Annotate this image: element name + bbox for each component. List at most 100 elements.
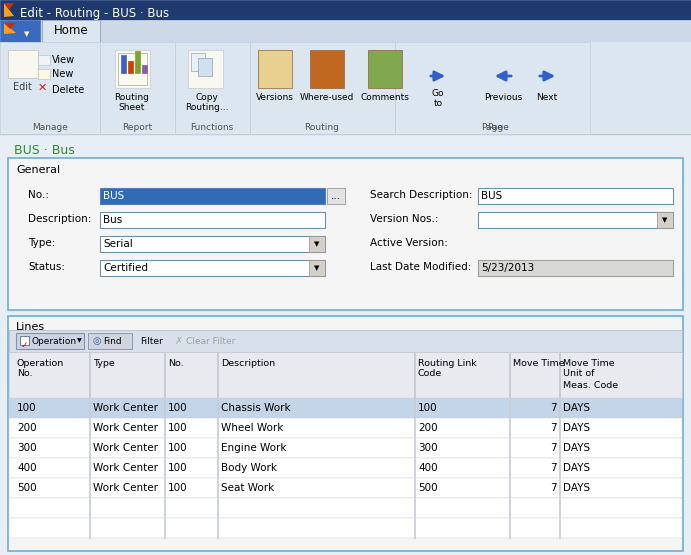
Text: Chassis Work: Chassis Work xyxy=(221,403,291,413)
Text: ...: ... xyxy=(331,191,341,201)
Bar xyxy=(8,158,683,310)
Text: No.:: No.: xyxy=(28,190,49,200)
Text: Version Nos.:: Version Nos.: xyxy=(370,214,439,224)
Bar xyxy=(9,418,682,438)
Bar xyxy=(217,518,218,538)
Bar xyxy=(89,352,90,398)
Bar xyxy=(38,55,50,65)
Text: Edit - Routing - BUS · Bus: Edit - Routing - BUS · Bus xyxy=(20,7,169,19)
Bar xyxy=(0,20,691,42)
Text: No.: No. xyxy=(168,359,184,367)
Bar xyxy=(414,398,415,418)
Bar xyxy=(414,478,415,498)
Text: Search Description:: Search Description: xyxy=(370,190,473,200)
Bar xyxy=(509,498,510,518)
Bar xyxy=(9,478,682,498)
Bar xyxy=(657,212,673,228)
Bar xyxy=(559,352,560,398)
Text: BUS · Bus: BUS · Bus xyxy=(14,144,75,157)
Bar xyxy=(559,418,560,438)
Text: Certified: Certified xyxy=(103,263,148,273)
Text: DAYS: DAYS xyxy=(563,483,590,493)
Text: 100: 100 xyxy=(168,403,188,413)
Text: Engine Work: Engine Work xyxy=(221,443,287,453)
Text: Last Date Modified:: Last Date Modified: xyxy=(370,262,471,272)
Text: Unit of: Unit of xyxy=(563,370,594,379)
Text: Find: Find xyxy=(103,336,122,346)
Text: 300: 300 xyxy=(17,443,37,453)
Text: DAYS: DAYS xyxy=(563,463,590,473)
Bar xyxy=(414,518,415,538)
Text: Home: Home xyxy=(54,24,88,38)
Text: Wheel Work: Wheel Work xyxy=(221,423,283,433)
Bar xyxy=(188,50,223,88)
Text: Manage: Manage xyxy=(32,124,68,133)
Bar xyxy=(164,478,165,498)
Bar xyxy=(89,398,90,418)
Text: Report: Report xyxy=(122,124,152,133)
Text: 200: 200 xyxy=(418,423,437,433)
Bar xyxy=(100,50,101,125)
Text: 100: 100 xyxy=(168,483,188,493)
Bar xyxy=(310,50,344,88)
Bar xyxy=(175,50,176,125)
Bar xyxy=(478,260,673,276)
Text: ▼: ▼ xyxy=(77,339,82,344)
Text: Status:: Status: xyxy=(28,262,65,272)
Text: DAYS: DAYS xyxy=(563,403,590,413)
Text: Work Center: Work Center xyxy=(93,423,158,433)
Text: No.: No. xyxy=(17,370,32,379)
Bar xyxy=(164,418,165,438)
Text: Sheet: Sheet xyxy=(119,103,145,112)
Bar xyxy=(509,438,510,458)
Text: 5/23/2013: 5/23/2013 xyxy=(481,263,534,273)
Bar xyxy=(9,330,682,352)
Bar xyxy=(217,498,218,518)
Polygon shape xyxy=(4,3,14,10)
Bar xyxy=(88,333,132,349)
Bar xyxy=(118,53,147,85)
Text: Serial: Serial xyxy=(103,239,133,249)
Text: 100: 100 xyxy=(17,403,37,413)
Bar xyxy=(559,438,560,458)
Bar xyxy=(0,0,691,20)
Text: Work Center: Work Center xyxy=(93,403,158,413)
Bar xyxy=(559,478,560,498)
Bar xyxy=(164,518,165,538)
Text: General: General xyxy=(16,165,60,175)
Polygon shape xyxy=(4,23,16,29)
Bar xyxy=(198,58,212,76)
Bar xyxy=(89,478,90,498)
Bar xyxy=(0,42,691,135)
Polygon shape xyxy=(4,3,14,17)
Bar xyxy=(0,135,691,555)
Text: Type:: Type: xyxy=(28,238,55,248)
Bar xyxy=(100,212,325,228)
Bar xyxy=(0,134,691,135)
Text: 7: 7 xyxy=(550,483,557,493)
Text: Functions: Functions xyxy=(191,124,234,133)
Bar xyxy=(89,498,90,518)
Bar xyxy=(217,398,218,418)
Text: Where-used: Where-used xyxy=(300,93,354,102)
Text: ✕: ✕ xyxy=(38,83,48,93)
Bar xyxy=(395,50,396,125)
Text: Routing...: Routing... xyxy=(185,103,229,112)
Text: Routing Link: Routing Link xyxy=(418,359,477,367)
Bar xyxy=(559,458,560,478)
Text: Code: Code xyxy=(418,370,442,379)
Text: 100: 100 xyxy=(418,403,437,413)
Text: Move Time: Move Time xyxy=(513,359,565,367)
Polygon shape xyxy=(4,23,16,34)
Text: Lines: Lines xyxy=(16,322,45,332)
Text: 400: 400 xyxy=(17,463,37,473)
Bar xyxy=(164,398,165,418)
Bar xyxy=(217,458,218,478)
Text: Delete: Delete xyxy=(52,85,84,95)
Text: ✗: ✗ xyxy=(175,336,183,346)
Text: Page: Page xyxy=(481,124,503,133)
Text: 7: 7 xyxy=(550,403,557,413)
Bar xyxy=(414,498,415,518)
Text: DAYS: DAYS xyxy=(563,443,590,453)
Text: Filter: Filter xyxy=(140,336,163,346)
